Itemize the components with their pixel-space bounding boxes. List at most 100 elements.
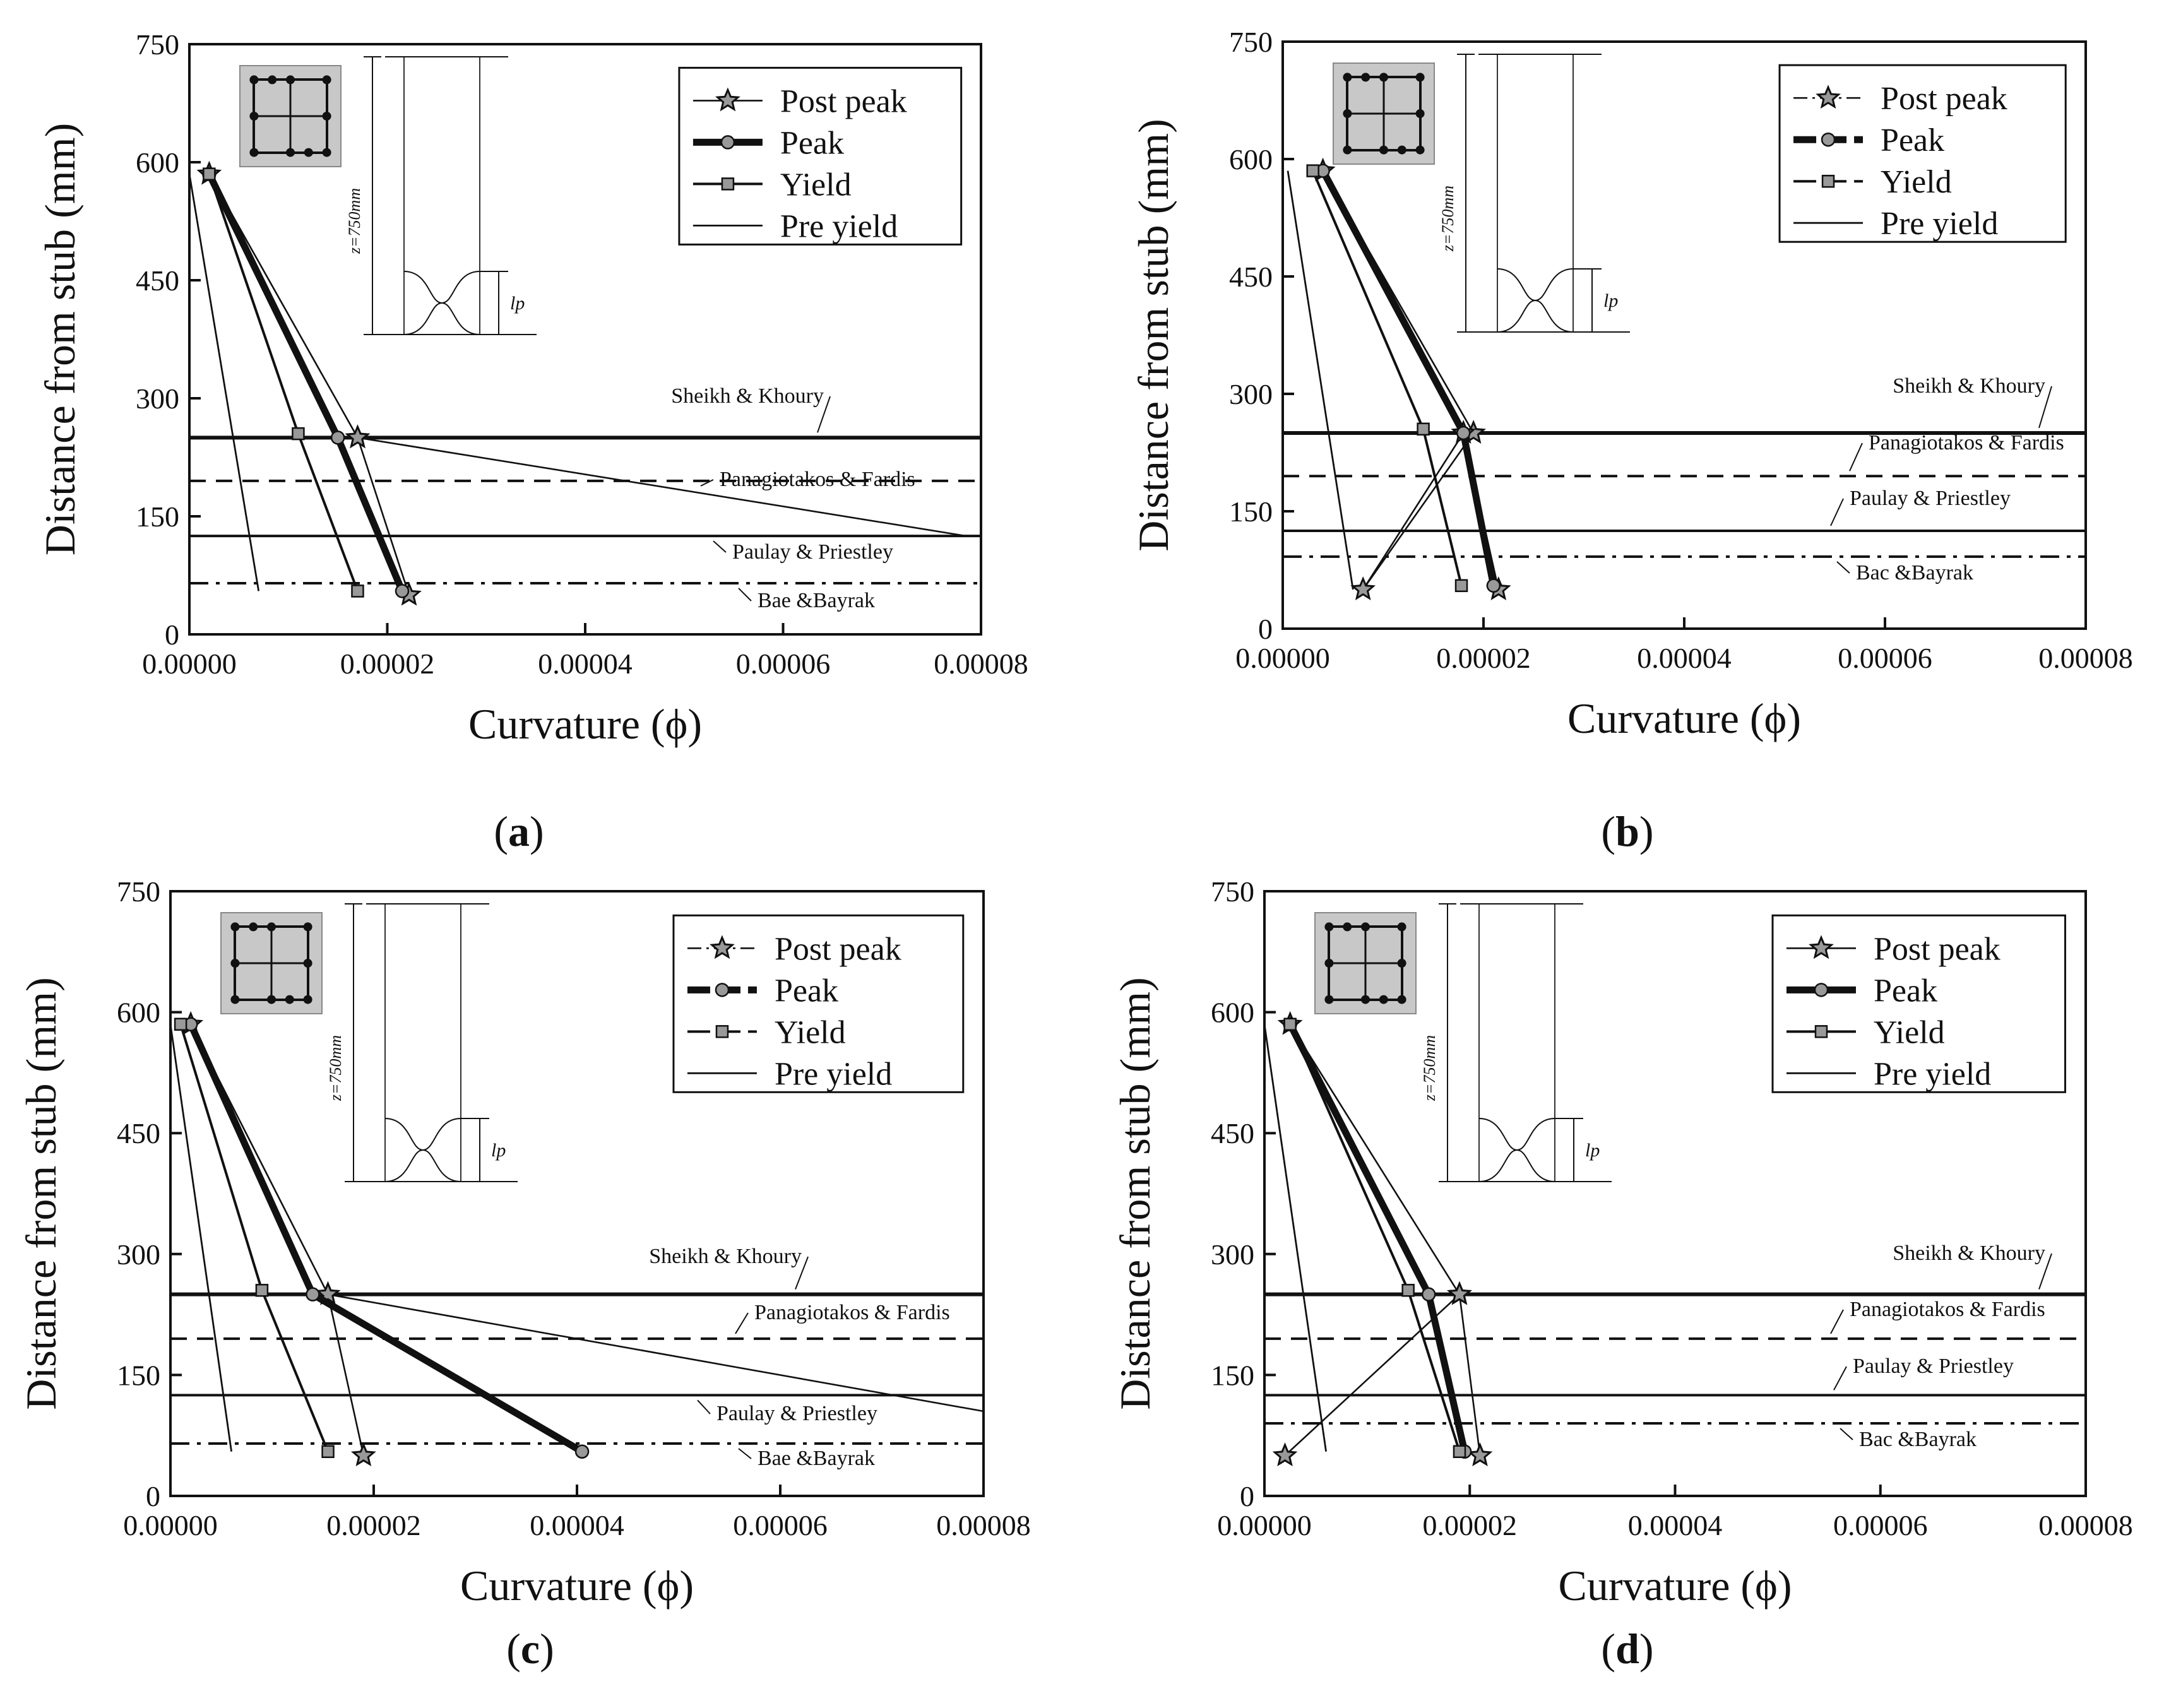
hline-label-leader	[2038, 1253, 2052, 1290]
rebar-dot	[1324, 922, 1334, 932]
legend-label: Peak	[780, 125, 844, 161]
legend-marker	[1821, 132, 1836, 147]
hinge-length-label: lp	[510, 293, 525, 314]
hline-label-leader	[1833, 1366, 1847, 1391]
y-tick-label: 0	[1240, 1480, 1254, 1512]
data-point-yield	[351, 584, 364, 598]
rebar-dot	[1324, 995, 1334, 1004]
rebar-dot	[1324, 959, 1334, 968]
hinge-length-label: lp	[491, 1140, 506, 1161]
series-line-peak	[206, 172, 406, 593]
rebar-dot	[286, 148, 295, 157]
y-tick-label: 450	[1211, 1117, 1254, 1149]
hline-label-leader	[738, 588, 752, 602]
hline-label-leader	[713, 540, 727, 553]
data-point-yield	[321, 1445, 335, 1458]
chart-panel-d: 0 150 300 450 600 750 0.00000 0.00002 0.00004 0.0…	[1111, 875, 2133, 1673]
data-point-peak	[330, 430, 345, 445]
hinge-curve-top	[384, 1118, 461, 1151]
x-tick-label: 0.00008	[934, 648, 1028, 680]
y-tick-label: 750	[1229, 26, 1273, 58]
data-point-yield	[174, 1017, 187, 1031]
legend-label: Pre yield	[1881, 206, 1998, 242]
data-point-yield	[255, 1284, 269, 1297]
legend-marker	[710, 935, 735, 959]
legend-label: Post peak	[780, 83, 907, 119]
rebar-dot	[303, 995, 312, 1004]
data-point-yield	[1306, 164, 1319, 177]
legend-box	[1771, 914, 2066, 1093]
legend-marker	[715, 1025, 729, 1038]
rebar-dot	[1379, 145, 1388, 155]
hline-label: Sheikh & Khoury	[1893, 374, 2045, 398]
data-point-post-peak	[1272, 1442, 1298, 1467]
rebar-dot	[267, 922, 276, 932]
rebar-dot	[249, 75, 259, 85]
y-tick-label: 150	[1229, 495, 1273, 528]
x-tick-label: 0.00008	[2038, 642, 2133, 674]
hinge-curve-bottom	[1478, 1149, 1555, 1182]
x-tick-label: 0.00004	[538, 648, 633, 680]
hline-label-leader	[1836, 561, 1850, 574]
rebar-dot	[304, 148, 313, 157]
column-height-label: z=750mm	[1439, 186, 1457, 252]
y-tick-label: 450	[1229, 261, 1273, 293]
rebar-dot	[267, 995, 276, 1004]
hinge-curve-top	[1497, 268, 1574, 302]
rebar-dot	[322, 75, 331, 85]
hinge-length-label: lp	[1603, 290, 1618, 311]
rebar-dot	[1397, 145, 1406, 155]
caption-letter: c	[521, 1625, 540, 1673]
rebar-dot	[1361, 73, 1370, 82]
panel-caption: (a)	[494, 807, 544, 855]
y-tick-label: 750	[117, 875, 160, 908]
y-axis-label: Distance from stub (mm)	[36, 123, 84, 556]
caption-paren: )	[540, 1625, 554, 1673]
rebar-dot	[1397, 922, 1406, 932]
rebar-dot	[1343, 145, 1352, 155]
y-tick-label: 750	[136, 28, 179, 61]
panel-caption: (b)	[1601, 807, 1653, 855]
rebar-dot	[1343, 922, 1352, 932]
hline-label-leader	[735, 1312, 749, 1334]
y-tick-label: 150	[1211, 1359, 1254, 1391]
hline-label: Sheikh & Khoury	[671, 384, 824, 408]
hline-label-leader	[1849, 442, 1863, 471]
legend-marker	[1814, 983, 1829, 997]
legend-marker	[720, 135, 735, 150]
legend-marker	[1816, 85, 1841, 109]
y-tick-label: 300	[1229, 378, 1273, 410]
hline-label: Bac &Bayrak	[1859, 1428, 1977, 1451]
hline-label-leader	[738, 1448, 752, 1459]
data-point-post-peak	[1350, 576, 1376, 600]
hline-label-leader	[1840, 1428, 1853, 1440]
hline-label: Panagiotakos & Fardis	[1869, 431, 2064, 454]
hline-label-leader	[795, 1256, 809, 1290]
rebar-dot	[249, 922, 258, 932]
hinge-length-label: lp	[1585, 1140, 1600, 1161]
series-line-pre-yield	[169, 1024, 232, 1452]
legend-label: Pre yield	[1874, 1056, 1991, 1092]
y-tick-label: 300	[1211, 1238, 1254, 1271]
hinge-curve-bottom	[384, 1149, 461, 1182]
data-point-yield	[292, 427, 305, 441]
caption-letter: d	[1615, 1625, 1639, 1673]
data-point-peak	[306, 1287, 320, 1302]
hline-label-leader	[697, 1399, 711, 1414]
panel-caption: (c)	[506, 1625, 554, 1673]
series-line-pre-yield	[1263, 1024, 1327, 1452]
hline-label: Panagiotakos & Fardis	[720, 468, 915, 491]
hline-label: Panagiotakos & Fardis	[754, 1301, 950, 1324]
x-tick-label: 0.00000	[1235, 642, 1330, 674]
y-axis-label: Distance from stub (mm)	[1111, 977, 1159, 1410]
column-height-label: z=750mm	[345, 188, 364, 254]
x-tick-label: 0.00002	[340, 648, 435, 680]
legend-label: Peak	[775, 973, 838, 1009]
data-point-yield	[1283, 1017, 1297, 1031]
hline-label: Panagiotakos & Fardis	[1850, 1298, 2045, 1321]
legend-label: Yield	[1881, 164, 1952, 200]
y-tick-label: 0	[165, 619, 179, 651]
hline-label-leader	[2038, 386, 2052, 429]
hline-label-leader	[817, 396, 831, 433]
caption-letter: a	[508, 807, 530, 855]
